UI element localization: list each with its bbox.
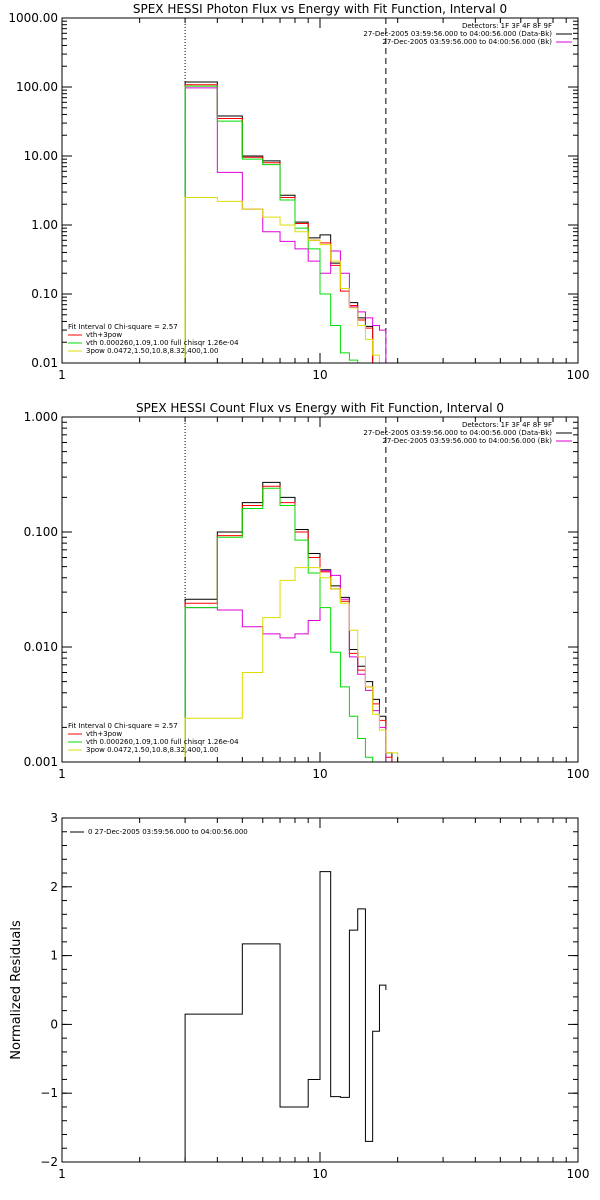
legend-text: 27-Dec-2005 03:59:56.000 to 04:00:56.000…	[382, 38, 552, 46]
fit-legend-label: vth 0.000260,1.09,1.00 full chisqr 1.26e…	[86, 339, 239, 347]
fit-legend-label: 3pow 0.0472,1.50,10.8,8.32,400,1.00	[86, 347, 218, 355]
y-tick-label: 0	[50, 1017, 58, 1031]
y-tick-label: 0.010	[24, 640, 58, 654]
series-0-histogram	[184, 81, 374, 363]
x-tick-label: 10	[312, 368, 327, 382]
residuals-panel: 1 10 100 −2 −1 0 1 2 3 Normalized Residuals 0 27-D…	[9, 811, 589, 1181]
series-1-histogram	[184, 84, 374, 363]
fit-legend-label: vth+3pow	[86, 730, 122, 738]
legend-text: 27-Dec-2005 03:59:56.000 to 04:00:56.000…	[382, 437, 552, 445]
y-tick-label: 1.000	[24, 410, 58, 424]
x-tick-label: 100	[567, 368, 590, 382]
legend-text: 27-Dec-2005 03:59:56.000 to 04:00:56.000…	[363, 429, 552, 437]
y-tick-label: 100.00	[16, 80, 58, 94]
y-tick-label: 10.00	[24, 149, 58, 163]
y-tick-label: 0.001	[24, 755, 58, 769]
y-tick-label: 1000.00	[8, 11, 58, 25]
fit-legend-header: Fit Interval 0 Chi-square = 2.57	[68, 722, 178, 730]
series-3-histogram	[184, 487, 374, 762]
legend-text: Detectors: 1F 3F 4F 8F 9F	[462, 22, 552, 30]
y-axis-label: Normalized Residuals	[9, 920, 24, 1060]
legend-text: Detectors: 1F 3F 4F 8F 9F	[462, 421, 552, 429]
y-tick-label: 2	[50, 880, 58, 894]
series-0-histogram	[184, 481, 393, 762]
chart-title: SPEX HESSI Count Flux vs Energy with Fit…	[136, 401, 504, 415]
series-4-histogram	[184, 197, 386, 364]
plot-frame	[61, 817, 579, 1163]
series-3-histogram	[184, 85, 359, 363]
plot-frame	[61, 17, 579, 364]
fit-legend-header: Fit Interval 0 Chi-square = 2.57	[68, 323, 178, 331]
y-tick-label: 1.00	[31, 218, 58, 232]
series-4-histogram	[184, 567, 399, 762]
y-tick-label: 1	[50, 949, 58, 963]
residual-legend-label: 0 27-Dec-2005 03:59:56.000 to 04:00:56.0…	[88, 828, 248, 836]
series-0-histogram	[184, 871, 387, 1162]
x-tick-label: 100	[567, 1167, 590, 1181]
x-tick-label: 100	[567, 767, 590, 781]
fit-legend-label: 3pow 0.0472,1.50,10.8,8.32,400,1.00	[86, 746, 218, 754]
photon-flux-panel: SPEX HESSI Photon Flux vs Energy with Fi…	[8, 2, 589, 382]
series-1-histogram	[184, 485, 393, 762]
x-tick-label: 1	[58, 368, 66, 382]
y-tick-label: 0.01	[31, 356, 58, 370]
fit-legend-label: vth+3pow	[86, 331, 122, 339]
y-tick-label: −1	[40, 1086, 58, 1100]
x-tick-label: 1	[58, 1167, 66, 1181]
fit-legend-label: vth 0.000260,1.09,1.00 full chisqr 1.26e…	[86, 738, 239, 746]
x-tick-label: 1	[58, 767, 66, 781]
x-tick-label: 10	[312, 1167, 327, 1181]
chart-title: SPEX HESSI Photon Flux vs Energy with Fi…	[133, 2, 507, 16]
y-tick-label: 3	[50, 811, 58, 825]
x-tick-label: 10	[312, 767, 327, 781]
y-tick-label: 0.10	[31, 287, 58, 301]
y-tick-label: 0.100	[24, 525, 58, 539]
count-flux-panel: SPEX HESSI Count Flux vs Energy with Fit…	[24, 401, 590, 781]
series-2-histogram	[184, 570, 387, 762]
legend-text: 27-Dec-2005 03:59:56.000 to 04:00:56.000…	[363, 30, 552, 38]
y-tick-label: −2	[40, 1155, 58, 1169]
plot-frame	[61, 416, 579, 763]
